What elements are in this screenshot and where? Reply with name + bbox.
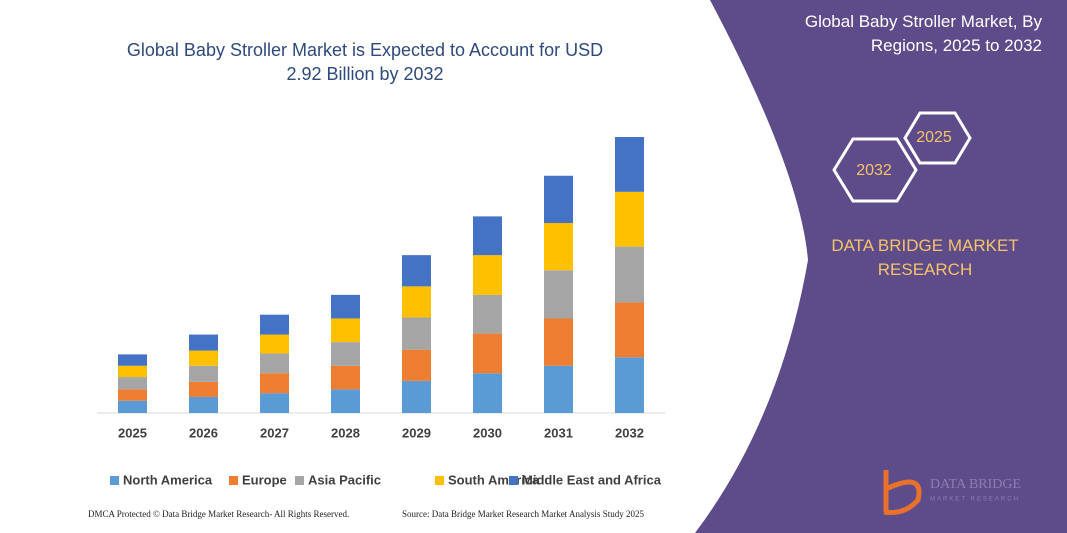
bar-segment [260,373,289,394]
chart-title: Global Baby Stroller Market is Expected … [126,40,604,84]
bar-segment [331,294,360,319]
bar-segment [402,255,431,287]
bar-segment [118,400,147,413]
bar-segment [118,365,147,378]
x-tick-label: 2025 [118,425,147,440]
bar-segment [544,175,573,224]
bar-segment [402,317,431,350]
hexagon-label: 2032 [856,162,892,179]
legend-swatch [509,476,518,485]
x-tick-label: 2031 [544,425,573,440]
legend-label: Middle East and Africa [522,472,662,487]
legend-swatch [110,476,119,485]
bar-segment [189,381,218,397]
bar-segment [402,349,431,381]
bar-segment [615,191,644,247]
x-tick-label: 2028 [331,425,360,440]
bar-segment [260,353,289,374]
legend-swatch [229,476,238,485]
bar-segment [402,380,431,413]
bar-segment [473,255,502,295]
side-panel [695,0,1067,533]
x-tick-label: 2029 [402,425,431,440]
bar-segment [260,393,289,413]
bar-segment [260,314,289,335]
bar-segment [402,286,431,318]
bar-segment [473,333,502,374]
bar-segment [473,373,502,413]
bar-segment [189,334,218,351]
footer-right: Source: Data Bridge Market Research Mark… [402,509,644,519]
bar-segment [331,318,360,343]
bar-segment [615,357,644,413]
hexagon-label: 2025 [916,129,952,146]
hexagon [832,137,918,203]
bar-segment [189,365,218,382]
x-tick-label: 2032 [615,425,644,440]
bar-segment [544,365,573,413]
bar-segment [331,342,360,366]
bar-segment [473,294,502,334]
x-tick-label: 2027 [260,425,289,440]
bar-segment [189,350,218,366]
bar-segment [615,302,644,358]
bar-segment [331,365,360,390]
brand: DATA BRIDGE MARKET RESEARCH [831,236,1019,279]
logo-icon [882,470,922,515]
legend-swatch [295,476,304,485]
logo-tagline: MARKET RESEARCH [930,497,1020,503]
legend-label: North America [123,472,213,487]
legend-label: Europe [242,472,287,487]
bar-segment [544,318,573,366]
bar-segment [473,216,502,256]
bar-segment [118,377,147,390]
legend-label: Asia Pacific [308,472,381,487]
bar-segment [544,223,573,271]
bar-segment [118,389,147,401]
panel-title: Global Baby Stroller Market, By Regions,… [804,12,1042,55]
logo-name: DATA BRIDGE [930,477,1021,492]
hexagon [903,111,972,165]
bar-segment [189,396,218,413]
bar-segment [615,137,644,192]
x-tick-label: 2030 [473,425,502,440]
bar-segment [118,354,147,366]
bar-segment [331,389,360,413]
footer-left: DMCA Protected © Data Bridge Market Rese… [88,509,350,519]
bar-segment [615,246,644,303]
bar-segment [260,334,289,354]
x-tick-label: 2026 [189,425,218,440]
legend-swatch [435,476,444,485]
bar-segment [544,270,573,319]
